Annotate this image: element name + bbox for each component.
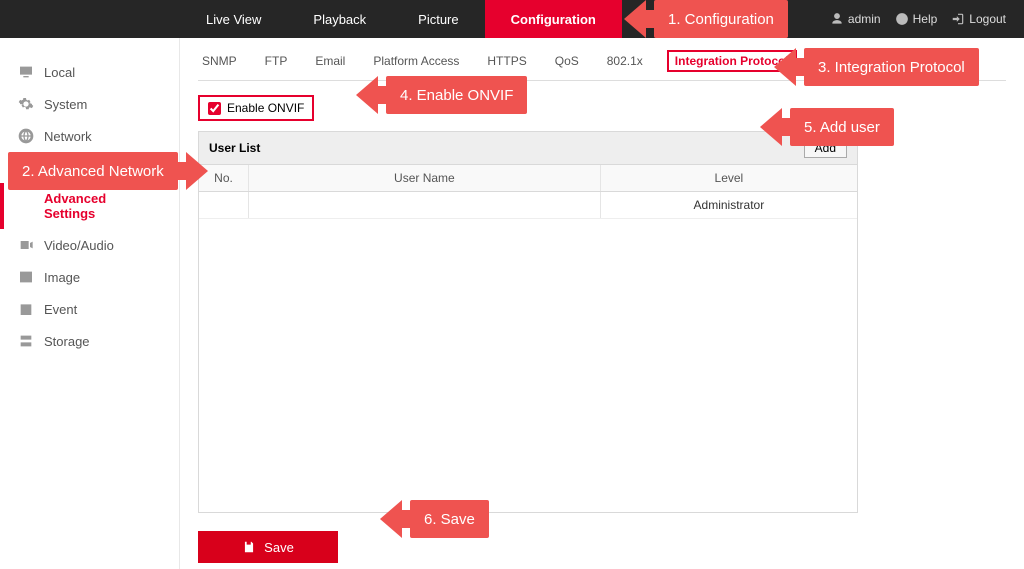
- user-label: admin: [848, 12, 881, 26]
- sidebar-item-label: Network: [44, 129, 92, 144]
- sidebar-item-local[interactable]: Local: [0, 56, 179, 88]
- enable-onvif-checkbox[interactable]: [208, 102, 221, 115]
- logout-icon: [951, 12, 965, 26]
- logout-label: Logout: [969, 12, 1006, 26]
- cell-user: [249, 192, 601, 218]
- user-list-table: User List Add No. User Name Level Admini…: [198, 131, 858, 513]
- sidebar-item-network[interactable]: Network: [0, 120, 179, 152]
- sidebar-item-label: Video/Audio: [44, 238, 114, 253]
- tab-qos[interactable]: QoS: [551, 52, 583, 72]
- calendar-icon: [18, 301, 34, 317]
- tab-https[interactable]: HTTPS: [483, 52, 530, 72]
- save-icon: [242, 540, 256, 554]
- table-row[interactable]: Administrator: [199, 192, 857, 219]
- tab-ftp[interactable]: FTP: [261, 52, 292, 72]
- save-button[interactable]: Save: [198, 531, 338, 563]
- sidebar-item-label: System: [44, 97, 87, 112]
- sidebar-item-video-audio[interactable]: Video/Audio: [0, 229, 179, 261]
- cell-no: [199, 192, 249, 218]
- add-user-button[interactable]: Add: [804, 138, 847, 158]
- sidebar-item-storage[interactable]: Storage: [0, 325, 179, 357]
- sidebar-item-system[interactable]: System: [0, 88, 179, 120]
- sidebar-item-advanced-settings[interactable]: Advanced Settings: [0, 183, 179, 229]
- col-no: No.: [199, 165, 249, 191]
- user-list-title: User List: [209, 141, 260, 155]
- tab-email[interactable]: Email: [311, 52, 349, 72]
- globe-icon: [18, 128, 34, 144]
- col-level: Level: [601, 165, 857, 191]
- tab-8021x[interactable]: 802.1x: [603, 52, 647, 72]
- nav-live-view[interactable]: Live View: [180, 0, 287, 38]
- help-icon: [895, 12, 909, 26]
- gear-icon: [18, 96, 34, 112]
- sidebar-item-label: Basic Settings: [44, 160, 126, 175]
- logout-link[interactable]: Logout: [951, 12, 1006, 26]
- nav-configuration[interactable]: Configuration: [485, 0, 622, 38]
- sidebar-item-event[interactable]: Event: [0, 293, 179, 325]
- save-label: Save: [264, 540, 294, 555]
- monitor-icon: [18, 64, 34, 80]
- image-icon: [18, 269, 34, 285]
- sub-tabs: SNMP FTP Email Platform Access HTTPS QoS…: [198, 48, 1006, 81]
- sidebar-item-label: Local: [44, 65, 75, 80]
- sidebar-item-basic-settings[interactable]: Basic Settings: [0, 152, 179, 183]
- enable-onvif-row[interactable]: Enable ONVIF: [198, 95, 314, 121]
- tab-integration-protocol[interactable]: Integration Protocol: [667, 50, 797, 72]
- tab-platform-access[interactable]: Platform Access: [369, 52, 463, 72]
- sidebar-item-label: Image: [44, 270, 80, 285]
- cell-level: Administrator: [601, 192, 857, 218]
- top-nav: Live View Playback Picture Configuration…: [0, 0, 1024, 38]
- nav-playback[interactable]: Playback: [287, 0, 392, 38]
- sidebar: Local System Network Basic Settings Adva…: [0, 38, 180, 569]
- user-icon: [830, 12, 844, 26]
- help-link[interactable]: Help: [895, 12, 938, 26]
- user-menu[interactable]: admin: [830, 12, 881, 26]
- enable-onvif-label: Enable ONVIF: [227, 101, 304, 115]
- col-user: User Name: [249, 165, 601, 191]
- nav-picture[interactable]: Picture: [392, 0, 484, 38]
- sidebar-item-label: Advanced Settings: [44, 191, 161, 221]
- sidebar-item-image[interactable]: Image: [0, 261, 179, 293]
- top-nav-items: Live View Playback Picture Configuration: [180, 0, 622, 38]
- table-body: Administrator: [199, 192, 857, 512]
- camera-icon: [18, 237, 34, 253]
- table-header-row: No. User Name Level: [199, 165, 857, 192]
- help-label: Help: [913, 12, 938, 26]
- main-panel: SNMP FTP Email Platform Access HTTPS QoS…: [180, 38, 1024, 569]
- sidebar-item-label: Event: [44, 302, 77, 317]
- tab-snmp[interactable]: SNMP: [198, 52, 241, 72]
- sidebar-item-label: Storage: [44, 334, 90, 349]
- storage-icon: [18, 333, 34, 349]
